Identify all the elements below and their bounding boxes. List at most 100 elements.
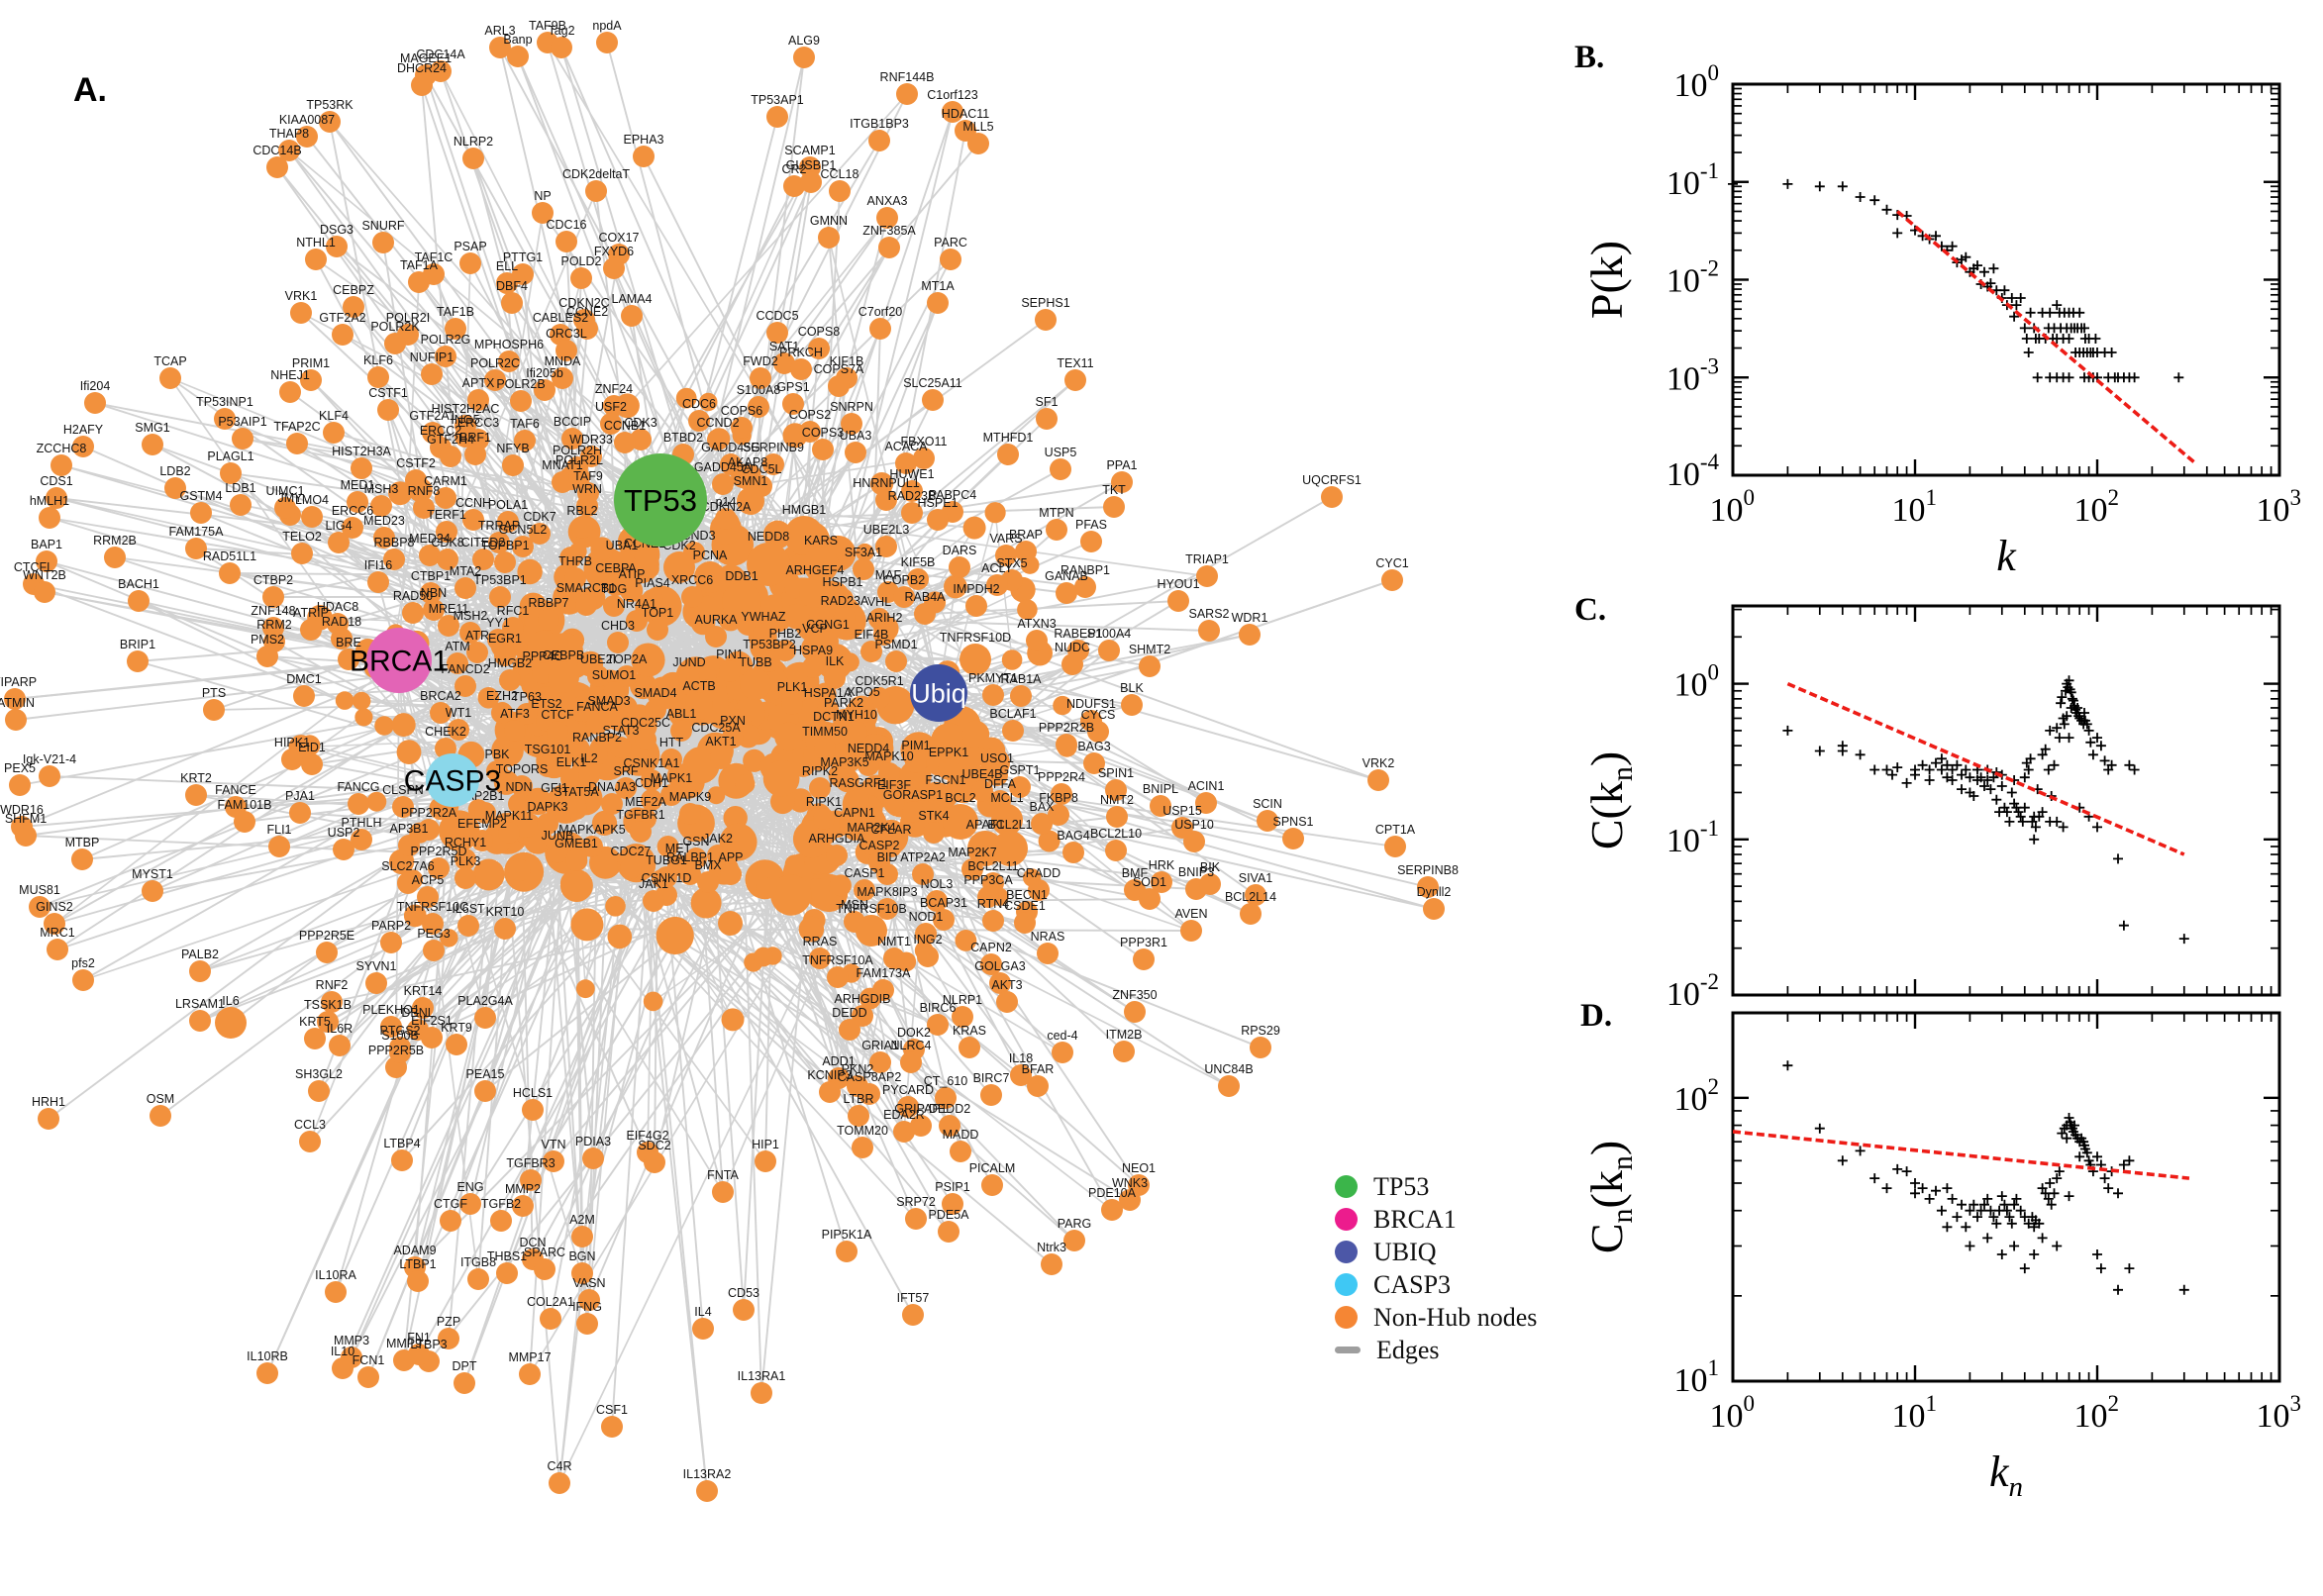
non-hub-node: [1037, 943, 1059, 964]
scatter-points: [1782, 1060, 2189, 1295]
non-hub-node: [980, 953, 1002, 975]
non-hub-node: [1015, 541, 1037, 562]
node-label: ced-4: [1047, 1029, 1077, 1043]
non-hub-node: [591, 810, 618, 837]
node-label: MCL1: [990, 791, 1023, 805]
node-label: RIPK2: [802, 764, 838, 778]
non-hub-node: [828, 375, 850, 397]
node-label: DFFA: [984, 777, 1017, 791]
non-hub-node: [901, 480, 923, 502]
non-hub-node: [1014, 912, 1036, 934]
non-hub-node: [391, 1149, 413, 1171]
non-hub-node: [1041, 1253, 1062, 1275]
node-label: EPHA3: [624, 133, 664, 147]
non-hub-node: [818, 227, 840, 249]
node-label: AKAP8: [728, 455, 767, 469]
non-hub-node: [549, 1472, 570, 1494]
non-hub-node: [1167, 590, 1189, 612]
node-label: IL10RA: [315, 1268, 356, 1282]
node-label: MTHFD1: [983, 431, 1034, 445]
node-label: CAPN1: [834, 806, 875, 820]
node-label: GADD45G: [701, 441, 760, 454]
non-hub-node: [712, 1181, 734, 1203]
non-hub-node: [84, 392, 106, 414]
node-label: CCDC5: [756, 309, 798, 323]
node-label: GCN5L2: [499, 523, 548, 537]
node-label: RABEP1: [1054, 627, 1102, 641]
non-hub-node: [793, 47, 815, 68]
node-label: DCTN1: [813, 710, 855, 724]
node-label: JMY: [278, 491, 304, 505]
node-label: ACLY: [981, 561, 1013, 575]
node-label: MAPK8IP3: [857, 885, 917, 899]
node-label: HSPA9: [793, 644, 833, 657]
non-hub-node: [499, 669, 521, 691]
node-label: RRAS: [803, 935, 838, 948]
node-label: KRAS: [953, 1024, 986, 1038]
node-label: APP: [718, 850, 743, 864]
node-label: TSSK1B: [304, 998, 352, 1012]
non-hub-node: [578, 1289, 600, 1311]
non-hub-node: [370, 495, 392, 517]
node-label: A2M: [569, 1213, 595, 1227]
node-label: RBBP8: [374, 536, 415, 549]
non-hub-node: [869, 318, 891, 340]
node-label: PTS: [202, 686, 226, 700]
node-label: HIP1: [752, 1138, 779, 1151]
node-label: PIN1: [716, 648, 744, 661]
node-label: GPS1: [776, 380, 809, 394]
non-hub-node: [986, 764, 1008, 786]
node-label: RNF2: [316, 978, 349, 992]
node-label: TELO2: [282, 530, 322, 544]
node-label: BRF1: [459, 431, 491, 445]
node-label: MED24: [409, 532, 451, 546]
non-hub-node: [527, 630, 560, 663]
node-label: GANAB: [1045, 569, 1088, 583]
node-label: DCN: [519, 1236, 546, 1249]
node-label: DSG3: [320, 223, 354, 237]
node-label: ARHGDIA: [809, 832, 866, 846]
hub-label: BRCA1: [350, 646, 449, 678]
node-label: COPS6: [721, 404, 762, 418]
node-label: RBL2: [566, 504, 597, 518]
node-label: ILK: [826, 654, 845, 668]
non-hub-node: [893, 1121, 915, 1143]
non-hub-node: [656, 916, 694, 955]
node-label: LTBP4: [383, 1137, 420, 1150]
non-hub-node: [489, 37, 511, 58]
node-label: ITM2B: [1106, 1028, 1143, 1042]
node-label: MLL5: [962, 120, 993, 134]
node-label: POLD2: [561, 254, 602, 268]
non-hub-node: [960, 644, 991, 675]
non-hub-node: [643, 991, 663, 1012]
node-label: CLSPN: [382, 783, 424, 797]
non-hub-node: [445, 318, 466, 340]
node-label: GFI1: [541, 781, 568, 795]
node-label: COL2A1: [527, 1295, 574, 1309]
node-label: MAP2K7: [948, 846, 996, 859]
node-label: SMARCB1: [556, 581, 616, 595]
node-label: PPP2R5E: [299, 929, 354, 943]
tick-label: 10-1: [1666, 158, 1719, 202]
non-hub-node: [682, 747, 720, 784]
non-hub-node: [142, 880, 163, 902]
non-hub-node: [1098, 640, 1120, 661]
node-label: ERCC3: [457, 416, 499, 430]
node-label: SPARC: [524, 1246, 565, 1259]
node-label: VARS: [989, 532, 1022, 546]
node-label: PKMYT1: [968, 671, 1018, 685]
non-hub-node: [872, 979, 894, 1001]
node-label: TP53AP1: [751, 93, 804, 107]
non-hub-node: [519, 1363, 541, 1385]
node-label: AURKA: [694, 613, 738, 627]
non-hub-node: [718, 911, 743, 936]
non-hub-node: [274, 497, 296, 519]
node-label: FNTA: [707, 1168, 739, 1182]
non-hub-node: [720, 863, 742, 885]
legend-item-brca1: BRCA1: [1335, 1203, 1537, 1236]
node-label: HRH1: [32, 1095, 65, 1109]
non-hub-node: [1063, 1230, 1085, 1251]
